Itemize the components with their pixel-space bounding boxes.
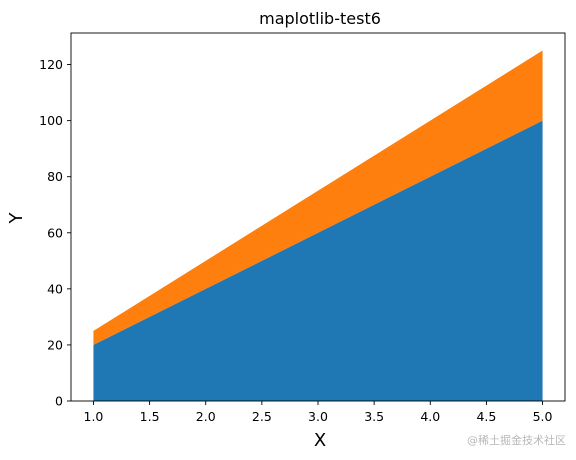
y-tick-label: 100: [39, 113, 63, 128]
x-tick-label: 3.0: [308, 409, 328, 424]
y-tick-label: 0: [55, 394, 63, 409]
x-tick-label: 5.0: [533, 409, 553, 424]
x-axis: 1.0 1.5 2.0 2.5 3.0 3.5 4.0 4.5 5.0: [84, 401, 553, 424]
y-tick-label: 20: [47, 337, 63, 352]
x-tick-label: 3.5: [364, 409, 384, 424]
y-tick-label: 40: [47, 281, 63, 296]
watermark-text: @稀土掘金技术社区: [467, 433, 566, 447]
area-series-1: [93, 120, 543, 402]
x-tick-label: 2.5: [252, 409, 272, 424]
y-tick-label: 120: [39, 57, 63, 72]
plot-area: [93, 50, 543, 402]
y-tick-label: 80: [47, 169, 63, 184]
y-axis: 0 20 40 60 80 100 120: [39, 57, 71, 409]
x-tick-label: 2.0: [196, 409, 216, 424]
x-tick-label: 4.0: [420, 409, 440, 424]
area-series-2: [93, 50, 543, 345]
chart-title: maplotlib-test6: [259, 9, 381, 28]
x-tick-label: 4.5: [476, 409, 496, 424]
x-tick-label: 1.0: [84, 409, 104, 424]
x-axis-label: X: [314, 430, 326, 451]
y-axis-label: Y: [6, 212, 27, 225]
x-tick-label: 1.5: [140, 409, 160, 424]
y-tick-label: 60: [47, 225, 63, 240]
